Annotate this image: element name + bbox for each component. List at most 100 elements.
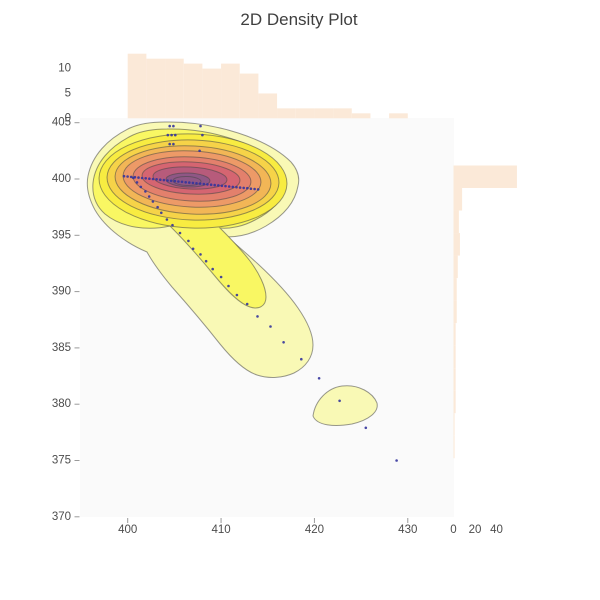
scatter-point[interactable] [129, 175, 133, 179]
scatter-point[interactable] [242, 186, 245, 190]
scatter-point[interactable] [338, 399, 341, 403]
right-histogram-bar[interactable] [453, 413, 455, 436]
scatter-point[interactable] [156, 205, 159, 209]
scatter-point[interactable] [168, 142, 171, 146]
scatter-point[interactable] [135, 181, 139, 184]
scatter-point[interactable] [198, 182, 202, 185]
scatter-point[interactable] [172, 124, 175, 128]
scatter-point[interactable] [151, 200, 155, 203]
scatter-point[interactable] [300, 357, 303, 361]
scatter-point[interactable] [144, 177, 147, 180]
scatter-point[interactable] [249, 187, 253, 190]
scatter-point[interactable] [256, 188, 260, 191]
right-histogram-bar[interactable] [453, 210, 459, 234]
right-histogram-bar[interactable] [453, 255, 458, 279]
top-histogram-bar[interactable] [221, 63, 240, 119]
scatter-point[interactable] [177, 180, 180, 183]
top-histogram-bar[interactable] [165, 58, 184, 119]
scatter-point[interactable] [199, 253, 202, 256]
top-histogram-bar[interactable] [314, 108, 334, 119]
scatter-point[interactable] [364, 426, 368, 430]
scatter-point[interactable] [178, 231, 182, 235]
right-histogram-bar[interactable] [453, 233, 460, 256]
right-histogram-bar[interactable] [453, 435, 455, 459]
scatter-point[interactable] [137, 176, 140, 179]
scatter-point[interactable] [395, 459, 398, 462]
scatter-point[interactable] [282, 341, 285, 344]
scatter-point[interactable] [151, 177, 155, 181]
scatter-point[interactable] [184, 181, 187, 184]
scatter-point[interactable] [209, 183, 213, 186]
top-histogram-bar[interactable] [351, 113, 371, 119]
scatter-point[interactable] [166, 133, 170, 137]
scatter-point[interactable] [227, 185, 231, 188]
top-histogram-bar[interactable] [202, 68, 222, 119]
scatter-point[interactable] [139, 185, 143, 189]
scatter-point[interactable] [245, 302, 249, 306]
top-histogram-bar[interactable] [333, 108, 352, 119]
scatter-point[interactable] [195, 182, 198, 185]
scatter-point[interactable] [206, 183, 209, 186]
top-histogram-bar[interactable] [127, 53, 147, 119]
top-histogram-bar[interactable] [146, 58, 166, 119]
scatter-point[interactable] [199, 124, 202, 128]
scatter-point[interactable] [211, 267, 214, 271]
scatter-point[interactable] [160, 211, 163, 215]
scatter-point[interactable] [227, 284, 230, 288]
scatter-point[interactable] [168, 124, 171, 128]
scatter-point[interactable] [238, 186, 242, 189]
right-histogram-bar[interactable] [453, 368, 456, 391]
scatter-point[interactable] [198, 149, 201, 153]
scatter-point[interactable] [235, 185, 238, 189]
scatter-point[interactable] [188, 181, 191, 184]
scatter-point[interactable] [317, 377, 321, 380]
right-histogram-bar[interactable] [453, 323, 456, 346]
scatter-point[interactable] [166, 179, 169, 182]
top-histogram-bar[interactable] [239, 73, 259, 119]
scatter-point[interactable] [246, 186, 249, 190]
scatter-point[interactable] [231, 185, 235, 189]
scatter-point[interactable] [171, 223, 174, 227]
scatter-point[interactable] [180, 180, 184, 184]
right-histogram-bar[interactable] [453, 188, 463, 211]
scatter-point[interactable] [132, 176, 135, 180]
scatter-point[interactable] [170, 133, 173, 137]
scatter-point[interactable] [126, 175, 129, 178]
scatter-point[interactable] [191, 181, 195, 185]
right-histogram-bar[interactable] [453, 165, 517, 189]
scatter-point[interactable] [122, 174, 126, 178]
scatter-point[interactable] [173, 179, 177, 183]
top-histogram-bar[interactable] [277, 108, 296, 119]
scatter-point[interactable] [144, 190, 147, 193]
scatter-point[interactable] [140, 176, 144, 180]
top-histogram-bar[interactable] [258, 93, 278, 119]
scatter-point[interactable] [269, 325, 272, 328]
scatter-point[interactable] [172, 142, 175, 146]
top-histogram-bar[interactable] [183, 63, 203, 119]
scatter-point[interactable] [147, 195, 151, 198]
scatter-point[interactable] [219, 275, 223, 279]
right-histogram-bar[interactable] [453, 300, 457, 324]
contour-band-1-detached-blob[interactable] [312, 385, 378, 426]
scatter-point[interactable] [159, 178, 162, 181]
top-histogram-bar[interactable] [389, 113, 408, 119]
scatter-point[interactable] [201, 133, 204, 137]
scatter-point[interactable] [256, 315, 259, 318]
scatter-point[interactable] [148, 177, 151, 180]
scatter-point[interactable] [204, 259, 208, 263]
scatter-point[interactable] [213, 183, 216, 187]
scatter-point[interactable] [174, 133, 177, 137]
scatter-point[interactable] [253, 187, 256, 191]
right-histogram-bar[interactable] [453, 390, 456, 414]
right-histogram-bar[interactable] [453, 345, 456, 369]
scatter-point[interactable] [220, 184, 224, 188]
scatter-point[interactable] [235, 293, 239, 297]
scatter-point[interactable] [155, 178, 158, 181]
right-histogram-bar[interactable] [453, 278, 457, 301]
scatter-point[interactable] [165, 218, 169, 221]
scatter-point[interactable] [202, 182, 206, 186]
scatter-point[interactable] [217, 184, 220, 187]
scatter-point[interactable] [224, 184, 227, 188]
top-histogram-bar[interactable] [295, 108, 315, 119]
